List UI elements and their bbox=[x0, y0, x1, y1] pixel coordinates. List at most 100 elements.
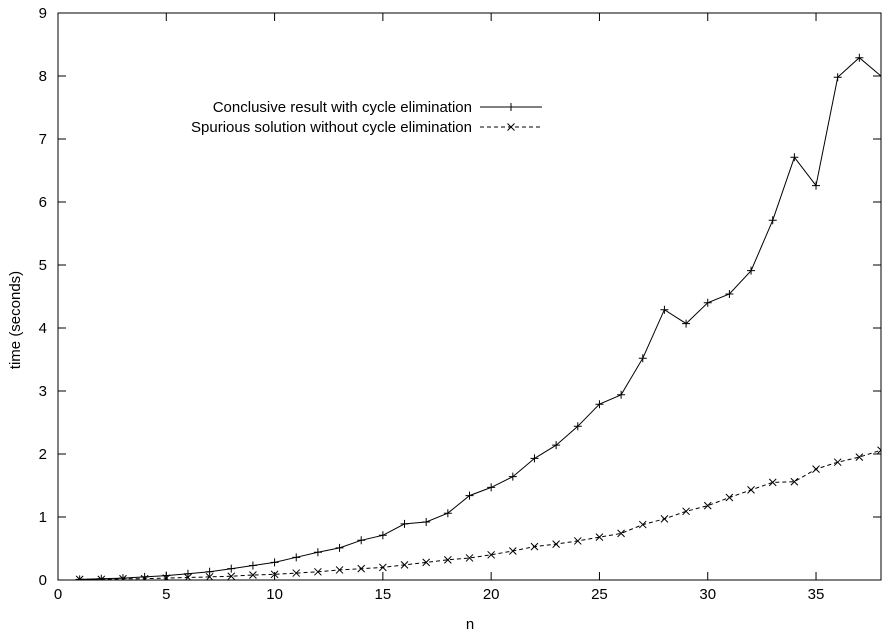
data-point bbox=[595, 533, 604, 542]
data-point bbox=[682, 507, 690, 516]
data-point bbox=[227, 572, 236, 580]
data-point bbox=[227, 564, 236, 573]
data-point bbox=[465, 491, 474, 500]
data-point bbox=[747, 486, 755, 494]
legend: Conclusive result with cycle elimination… bbox=[191, 99, 542, 136]
data-point bbox=[552, 540, 560, 548]
data-point bbox=[660, 305, 669, 314]
data-point bbox=[768, 478, 777, 487]
data-point bbox=[573, 422, 582, 431]
data-point bbox=[443, 555, 452, 564]
data-point bbox=[617, 529, 625, 538]
data-point bbox=[552, 441, 561, 450]
data-point bbox=[205, 572, 214, 580]
y-axis-ticks: 0 1 2 3 4 5 6 7 8 9 bbox=[39, 5, 881, 589]
legend-label: Spurious solution without cycle eliminat… bbox=[191, 119, 472, 136]
data-point bbox=[314, 567, 322, 576]
data-point bbox=[184, 573, 192, 580]
x-tick-label: 25 bbox=[591, 586, 608, 603]
series-layer bbox=[75, 53, 881, 580]
data-point bbox=[335, 543, 344, 552]
y-tick-label: 3 bbox=[39, 383, 47, 400]
legend-label: Conclusive result with cycle elimination bbox=[213, 99, 472, 116]
data-point bbox=[400, 519, 409, 528]
data-point bbox=[812, 465, 820, 473]
data-point bbox=[855, 453, 864, 462]
data-point bbox=[508, 472, 517, 481]
data-point bbox=[292, 553, 301, 562]
x-tick-label: 5 bbox=[162, 586, 170, 603]
x-axis-label: n bbox=[466, 616, 474, 633]
legend-marker bbox=[507, 103, 515, 111]
plot-axes bbox=[57, 12, 882, 581]
y-tick-label: 8 bbox=[39, 68, 47, 85]
data-point bbox=[162, 574, 171, 580]
data-point bbox=[790, 153, 799, 162]
data-point bbox=[833, 73, 842, 82]
data-point bbox=[487, 483, 496, 492]
data-point bbox=[877, 72, 881, 80]
data-point bbox=[790, 477, 799, 486]
data-point bbox=[703, 501, 712, 510]
data-point bbox=[725, 493, 734, 502]
data-point bbox=[638, 520, 647, 529]
legend-marker bbox=[507, 123, 515, 131]
x-tick-label: 20 bbox=[483, 586, 500, 603]
data-point bbox=[465, 554, 474, 562]
data-point bbox=[205, 567, 214, 576]
data-point bbox=[97, 575, 106, 580]
data-point bbox=[313, 548, 322, 557]
data-point bbox=[812, 181, 821, 190]
data-point bbox=[379, 563, 387, 572]
data-point bbox=[248, 561, 257, 570]
data-point bbox=[682, 319, 691, 328]
x-tick-label: 30 bbox=[699, 586, 716, 603]
y-tick-label: 2 bbox=[39, 446, 47, 463]
data-point bbox=[833, 458, 842, 467]
series-line bbox=[79, 57, 881, 580]
x-axis-ticks: 0 5 10 15 20 25 30 35 bbox=[54, 13, 825, 603]
data-point bbox=[660, 515, 669, 523]
data-point bbox=[768, 216, 777, 225]
data-point bbox=[638, 354, 647, 363]
data-point bbox=[249, 571, 257, 579]
data-point bbox=[725, 289, 734, 298]
data-point bbox=[75, 575, 84, 580]
x-tick-label: 0 bbox=[54, 586, 62, 603]
data-point bbox=[270, 558, 279, 567]
data-point bbox=[617, 390, 626, 399]
data-point bbox=[140, 572, 149, 580]
x-tick-label: 10 bbox=[266, 586, 283, 603]
data-point bbox=[530, 454, 539, 463]
data-point bbox=[573, 537, 582, 545]
data-point bbox=[877, 446, 881, 455]
data-point bbox=[443, 509, 452, 518]
y-tick-label: 5 bbox=[39, 257, 47, 274]
y-axis-label: time (seconds) bbox=[7, 271, 24, 369]
x-tick-label: 35 bbox=[808, 586, 825, 603]
data-point bbox=[508, 547, 517, 555]
data-point bbox=[378, 531, 387, 540]
data-point bbox=[183, 569, 192, 578]
data-point bbox=[747, 266, 756, 275]
data-point bbox=[357, 564, 366, 573]
data-point bbox=[487, 550, 496, 559]
data-point bbox=[595, 400, 604, 409]
series-line bbox=[79, 449, 881, 580]
data-point bbox=[292, 569, 301, 577]
data-point bbox=[400, 561, 409, 569]
data-point bbox=[422, 518, 431, 527]
y-tick-label: 6 bbox=[39, 194, 47, 211]
series-1 bbox=[75, 53, 881, 580]
y-tick-label: 0 bbox=[39, 572, 47, 589]
data-point bbox=[855, 53, 864, 62]
y-tick-label: 1 bbox=[39, 509, 47, 526]
data-point bbox=[335, 566, 344, 574]
data-point bbox=[270, 570, 279, 579]
y-tick-label: 7 bbox=[39, 131, 47, 148]
series-2 bbox=[75, 446, 881, 580]
y-tick-label: 4 bbox=[39, 320, 47, 337]
y-tick-label: 9 bbox=[39, 5, 47, 22]
data-point bbox=[140, 574, 149, 580]
plot-frame bbox=[57, 12, 882, 581]
